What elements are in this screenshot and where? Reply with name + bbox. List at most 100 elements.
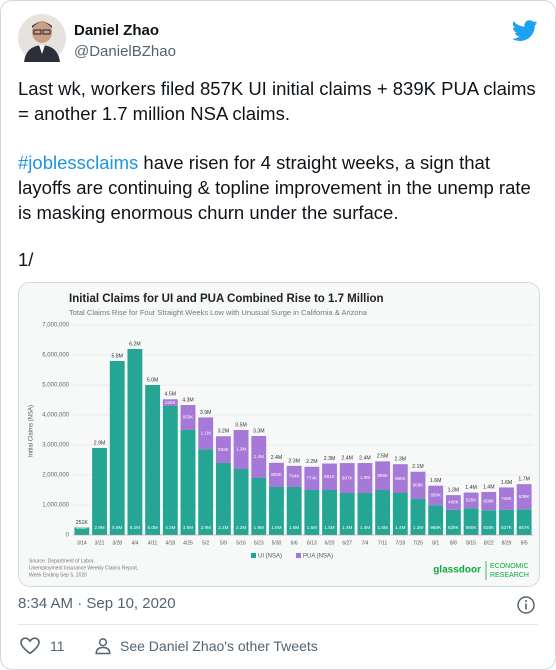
x-tick-label: 3/14 bbox=[77, 540, 87, 546]
bar-segment bbox=[198, 449, 214, 535]
x-tick-label: 3/21 bbox=[95, 540, 105, 546]
bar-segment bbox=[322, 490, 337, 535]
total-label: 1.7M bbox=[518, 476, 530, 482]
chart-subtitle: Total Claims Rise for Four Straight Week… bbox=[69, 308, 368, 317]
bar-value-label: 1.1M bbox=[201, 431, 211, 436]
bar-segment bbox=[233, 430, 249, 469]
brand-name: glassdoor bbox=[433, 565, 481, 576]
bar-value-label: 881K bbox=[324, 474, 336, 479]
total-label: 2.1M bbox=[412, 464, 424, 470]
total-label: 6.2M bbox=[129, 341, 141, 347]
bar-segment bbox=[428, 505, 444, 535]
total-label: 3.3M bbox=[253, 428, 265, 434]
chart-image[interactable]: Initial Claims for UI and PUA Combined R… bbox=[18, 282, 540, 587]
divider bbox=[18, 624, 538, 625]
total-label: 2.4M bbox=[359, 455, 371, 461]
thread-marker: 1/ bbox=[18, 249, 34, 270]
avatar[interactable] bbox=[18, 14, 66, 62]
bar-segment bbox=[304, 466, 320, 490]
tweet-text: Last wk, workers filed 857K UI initial c… bbox=[18, 78, 536, 124]
twitter-logo[interactable] bbox=[512, 20, 538, 42]
bar-segment bbox=[339, 493, 355, 535]
y-tick-label: 1,000,000 bbox=[42, 503, 69, 509]
bar-value-label: 893K bbox=[218, 447, 230, 452]
total-label: 5.8M bbox=[111, 353, 123, 359]
more-tweets-link[interactable]: See Daniel Zhao's other Tweets bbox=[120, 638, 318, 654]
author-handle[interactable]: @DanielBZhao bbox=[74, 43, 176, 60]
total-label: 4.5M bbox=[165, 392, 177, 398]
like-icon[interactable] bbox=[20, 637, 40, 655]
profile-icon[interactable] bbox=[94, 637, 112, 655]
hashtag[interactable]: #joblessclaims bbox=[18, 152, 139, 173]
bar-segment bbox=[499, 509, 514, 535]
bar-segment bbox=[463, 492, 479, 509]
x-tick-label: 5/2 bbox=[202, 540, 209, 546]
bar-value-label: 833K bbox=[183, 415, 195, 420]
legend-label: PUA (NSA) bbox=[303, 554, 333, 560]
total-label: 1.3M bbox=[448, 488, 460, 494]
tweet-text: have risen for 4 straight weeks, a sign … bbox=[18, 152, 531, 223]
bar-value-label: 890K bbox=[466, 525, 478, 530]
brand-sub: ECONOMIC bbox=[490, 563, 529, 570]
total-label: 3.9M bbox=[200, 410, 212, 416]
bar-value-label: 857K bbox=[519, 525, 531, 530]
bar-value-label: 1.4M bbox=[395, 525, 405, 530]
like-count[interactable]: 11 bbox=[50, 638, 65, 654]
bar-value-label: 704K bbox=[289, 474, 301, 479]
timestamp[interactable]: 8:34 AM · Sep 10, 2020 bbox=[18, 595, 176, 612]
x-tick-label: 6/6 bbox=[291, 540, 298, 546]
y-tick-label: 0 bbox=[66, 533, 70, 539]
bar-value-label: 839K bbox=[519, 494, 531, 499]
bar-segment bbox=[357, 463, 373, 493]
bar-value-label: 1.2M bbox=[413, 525, 423, 530]
total-label: 1.4M bbox=[465, 485, 477, 491]
total-label: 2.3M bbox=[324, 456, 336, 462]
y-tick-label: 5,000,000 bbox=[42, 383, 69, 389]
bar-segment bbox=[251, 478, 267, 535]
total-label: 1.6M bbox=[501, 480, 513, 486]
bar-value-label: 955K bbox=[377, 473, 389, 478]
x-tick-label: 5/16 bbox=[236, 540, 246, 546]
bar-value-label: 997K bbox=[342, 475, 354, 480]
total-label: 2.4M bbox=[271, 455, 283, 461]
bar-segment bbox=[251, 436, 267, 478]
y-tick-label: 7,000,000 bbox=[42, 323, 69, 329]
bar-segment bbox=[445, 509, 461, 535]
source-note: Unemployment Insurance Weekly Claims Rep… bbox=[29, 565, 138, 571]
bar-value-label: 1.4M bbox=[342, 525, 352, 530]
bar-segment bbox=[180, 430, 196, 535]
bar-segment bbox=[357, 493, 373, 535]
bar-segment bbox=[92, 448, 107, 535]
x-tick-label: 8/1 bbox=[432, 540, 439, 546]
chart-title: Initial Claims for UI and PUA Combined R… bbox=[69, 293, 384, 305]
bar-value-label: 774K bbox=[306, 476, 318, 481]
bar-segment bbox=[410, 499, 426, 535]
bar-segment bbox=[269, 487, 284, 535]
bar-value-label: 1.5M bbox=[324, 525, 334, 530]
bar-segment bbox=[463, 508, 479, 535]
total-label: 2.5M bbox=[377, 454, 389, 460]
bar-value-label: 525K bbox=[466, 498, 478, 503]
bar-value-label: 1.3M bbox=[236, 447, 246, 452]
bar-value-label: 225K bbox=[165, 400, 177, 405]
bar-value-label: 1.5M bbox=[307, 525, 317, 530]
x-tick-label: 8/15 bbox=[466, 540, 476, 546]
bar-segment bbox=[127, 349, 143, 535]
bar-segment bbox=[109, 361, 125, 535]
x-tick-label: 6/13 bbox=[307, 540, 317, 546]
x-tick-label: 5/9 bbox=[220, 540, 227, 546]
legend-swatch bbox=[296, 553, 301, 558]
author-name[interactable]: Daniel Zhao bbox=[74, 22, 160, 39]
bar-segment bbox=[215, 463, 231, 535]
info-icon[interactable] bbox=[516, 595, 536, 615]
chart: Initial Claims for UI and PUA Combined R… bbox=[19, 283, 539, 586]
brand-sub: RESEARCH bbox=[490, 572, 529, 579]
bar-segment bbox=[198, 417, 214, 450]
x-tick-label: 5/30 bbox=[272, 540, 282, 546]
bar-value-label: 2.4M bbox=[218, 525, 228, 530]
total-label: 2.3M bbox=[288, 458, 300, 464]
x-tick-label: 9/5 bbox=[521, 540, 528, 546]
bar-value-label: 1.5M bbox=[378, 525, 388, 530]
bar-segment bbox=[74, 527, 90, 535]
